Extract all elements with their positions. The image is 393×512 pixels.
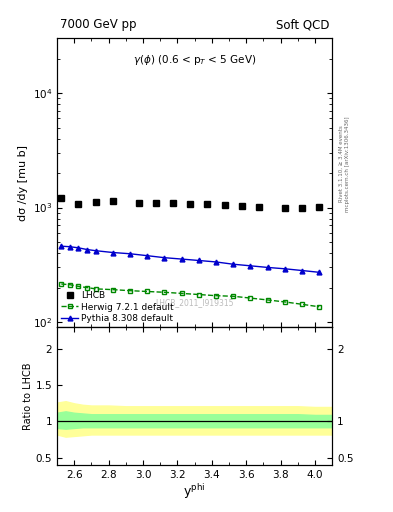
LHCB [222,202,227,208]
Pythia 8.308 default [265,264,270,270]
Herwig 7.2.1 default [283,299,287,305]
Y-axis label: Ratio to LHCB: Ratio to LHCB [23,362,33,430]
LHCB [239,203,244,209]
X-axis label: y$^{\rm phi}$: y$^{\rm phi}$ [184,482,206,501]
LHCB [299,204,304,210]
Herwig 7.2.1 default [317,304,321,310]
Herwig 7.2.1 default [299,301,304,307]
LHCB [257,204,261,210]
LHCB [188,201,193,207]
Line: Pythia 8.308 default: Pythia 8.308 default [59,244,321,275]
LHCB [171,200,175,206]
Pythia 8.308 default [317,269,321,275]
Pythia 8.308 default [179,256,184,262]
Text: LHCB_2011_I919315: LHCB_2011_I919315 [155,298,234,307]
Text: $\gamma(\phi)$ (0.6 < p$_T$ < 5 GeV): $\gamma(\phi)$ (0.6 < p$_T$ < 5 GeV) [133,53,256,67]
LHCB [317,204,321,210]
Herwig 7.2.1 default [145,288,150,294]
Pythia 8.308 default [128,251,132,257]
Text: 7000 GeV pp: 7000 GeV pp [60,18,136,31]
Pythia 8.308 default [283,266,287,272]
LHCB [59,196,64,202]
Pythia 8.308 default [299,267,304,273]
Pythia 8.308 default [231,261,235,267]
Pythia 8.308 default [85,246,90,252]
Herwig 7.2.1 default [214,293,219,299]
Herwig 7.2.1 default [196,291,201,297]
Y-axis label: dσ /dy [mu b]: dσ /dy [mu b] [18,145,28,221]
Text: Soft QCD: Soft QCD [276,18,329,31]
Pythia 8.308 default [110,249,115,255]
Line: Herwig 7.2.1 default: Herwig 7.2.1 default [59,282,321,309]
Herwig 7.2.1 default [128,288,132,294]
Text: mcplots.cern.ch [arXiv:1306.3436]: mcplots.cern.ch [arXiv:1306.3436] [345,116,350,211]
Text: Rivet 3.1.10, ≥ 3.4M events: Rivet 3.1.10, ≥ 3.4M events [339,125,344,202]
Pythia 8.308 default [145,252,150,259]
LHCB [93,199,98,205]
LHCB [76,201,81,207]
Pythia 8.308 default [196,258,201,264]
LHCB [205,201,210,207]
Pythia 8.308 default [76,245,81,251]
Herwig 7.2.1 default [179,290,184,296]
LHCB [110,198,115,204]
Herwig 7.2.1 default [85,285,90,291]
Herwig 7.2.1 default [76,283,81,289]
Pythia 8.308 default [68,244,72,250]
Line: LHCB: LHCB [58,196,322,211]
Pythia 8.308 default [93,248,98,254]
Herwig 7.2.1 default [265,297,270,303]
Herwig 7.2.1 default [231,293,235,300]
LHCB [136,200,141,206]
Pythia 8.308 default [248,263,253,269]
Pythia 8.308 default [59,243,64,249]
Pythia 8.308 default [214,259,219,265]
LHCB [283,205,287,211]
Legend: LHCB, Herwig 7.2.1 default, Pythia 8.308 default: LHCB, Herwig 7.2.1 default, Pythia 8.308… [60,289,176,325]
Herwig 7.2.1 default [59,281,64,287]
Herwig 7.2.1 default [68,282,72,288]
Pythia 8.308 default [162,254,167,261]
LHCB [154,200,158,206]
Herwig 7.2.1 default [93,286,98,292]
Herwig 7.2.1 default [110,287,115,293]
Herwig 7.2.1 default [248,295,253,301]
Herwig 7.2.1 default [162,289,167,295]
